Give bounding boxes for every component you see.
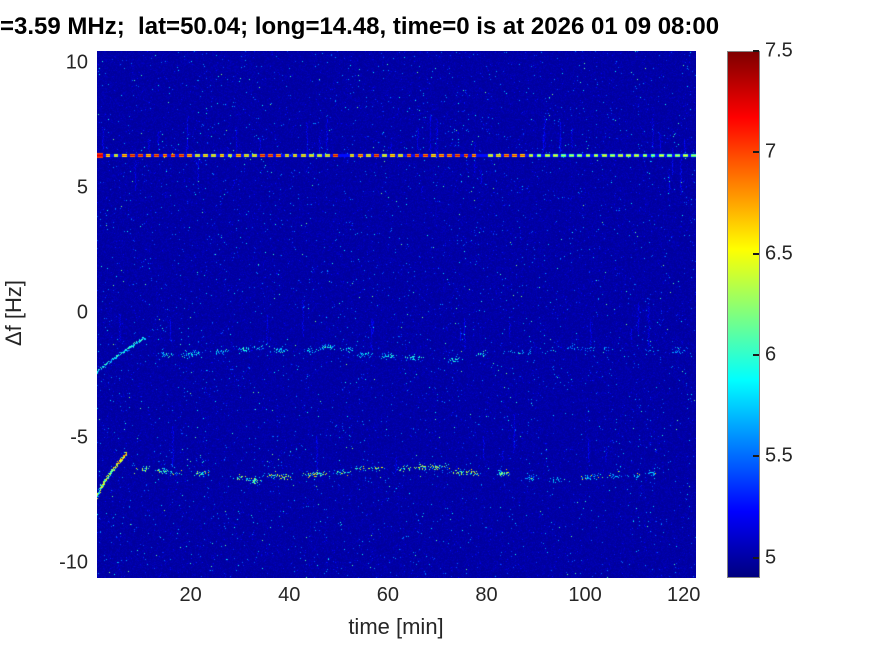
y-tick-label: 5 xyxy=(76,176,88,199)
x-tick-label: 60 xyxy=(376,584,399,606)
colorbar-tick-label: 5.5 xyxy=(765,444,793,467)
colorbar-tick-mark xyxy=(753,354,759,357)
colorbar-tick-label: 7 xyxy=(765,140,777,163)
colorbar-tick-label: 5 xyxy=(765,546,777,569)
x-tick-label: 40 xyxy=(278,584,301,606)
spectrogram-heatmap xyxy=(97,51,696,578)
y-tick-label: 10 xyxy=(65,51,88,74)
colorbar-tick-mark xyxy=(753,151,759,154)
x-tick-label: 120 xyxy=(666,584,701,606)
colorbar-gradient xyxy=(728,52,759,577)
colorbar-tick-mark xyxy=(753,50,759,52)
chart-title: =3.59 MHz; lat=50.04; long=14.48, time=0… xyxy=(0,13,720,40)
x-tick-label: 20 xyxy=(179,584,202,606)
y-tick-label: 0 xyxy=(76,301,88,324)
colorbar xyxy=(727,51,760,578)
x-tick-label: 100 xyxy=(568,584,602,606)
colorbar-tick-label: 6.5 xyxy=(765,242,793,265)
y-tick-label: -10 xyxy=(59,551,88,574)
colorbar-tick-label: 7.5 xyxy=(765,39,793,62)
y-axis-label: Δf [Hz] xyxy=(1,279,26,347)
colorbar-tick-label: 6 xyxy=(765,343,777,366)
colorbar-tick-mark xyxy=(753,252,759,255)
colorbar-tick-mark xyxy=(753,556,759,559)
spectrogram-plot-area xyxy=(97,51,696,578)
y-tick-label: -5 xyxy=(70,426,88,449)
x-tick-label: 80 xyxy=(475,584,498,606)
x-axis-label: time [min] xyxy=(348,614,444,639)
colorbar-tick-mark xyxy=(753,455,759,458)
